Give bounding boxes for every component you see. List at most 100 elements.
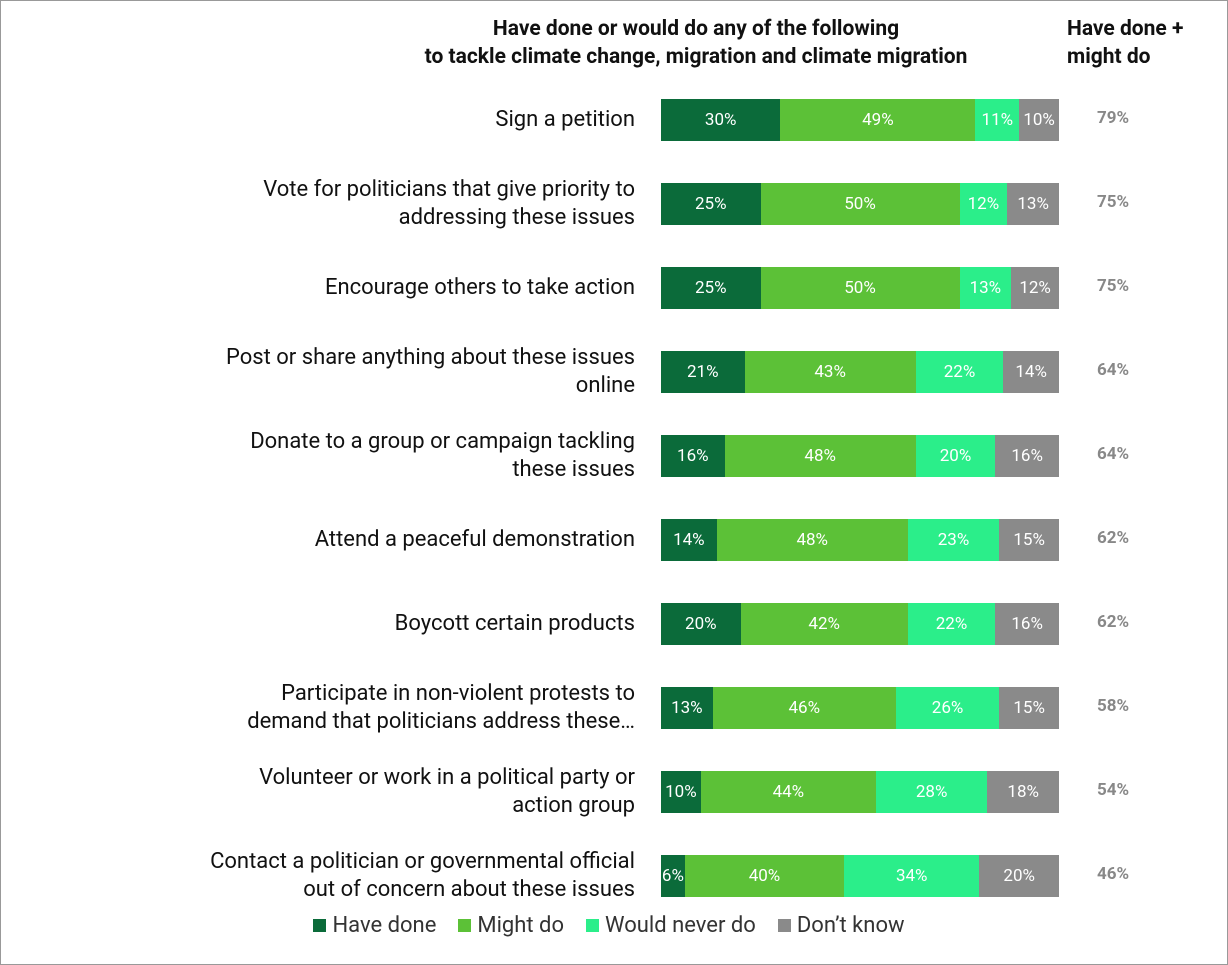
legend-swatch [313, 919, 327, 932]
value-label: 10% [1023, 110, 1055, 130]
total-label: 54% [1097, 780, 1130, 800]
value-label: 22% [935, 614, 968, 634]
category-label: Contact a politician or governmental off… [210, 849, 635, 902]
value-label: 49% [862, 110, 894, 130]
category-label: Volunteer or work in a political party o… [259, 765, 635, 818]
value-label: 40% [748, 866, 781, 886]
total-label: 75% [1097, 276, 1130, 296]
bar-segment [975, 99, 1020, 141]
bar-segment [661, 267, 761, 309]
bar-segment [661, 519, 717, 561]
bar-segment [744, 351, 916, 393]
bar-segment [661, 99, 781, 141]
value-label: 20% [1003, 866, 1035, 886]
bar-segment [724, 435, 916, 477]
category-label: Sign a petition [495, 107, 635, 132]
value-label: 30% [704, 110, 737, 130]
bar-segment [661, 435, 725, 477]
bar-segment [1007, 183, 1059, 225]
value-label: 12% [1019, 278, 1051, 298]
category-label: Attend a peaceful demonstration [314, 527, 635, 552]
bar-segment [875, 771, 988, 813]
value-label: 50% [844, 278, 876, 298]
legend-item: Would never do [586, 913, 756, 938]
bar-segment [1003, 351, 1059, 393]
bar-segment [661, 351, 745, 393]
value-label: 13% [1017, 194, 1049, 214]
legend-label: Don’t know [796, 913, 905, 938]
bar-segment [987, 771, 1059, 813]
bar-segment [999, 519, 1059, 561]
value-label: 13% [671, 698, 703, 718]
bar-segment [979, 855, 1059, 897]
value-label: 12% [967, 194, 1000, 214]
bar-segment [684, 855, 845, 897]
bar-segment [844, 855, 980, 897]
value-label: 26% [931, 698, 964, 718]
bar-segment [907, 603, 996, 645]
chart-title: Have done or would do any of the followi… [424, 17, 968, 69]
legend-label: Would never do [605, 913, 756, 938]
bar-segment [661, 687, 713, 729]
bar-segment [1019, 99, 1059, 141]
value-label: 43% [814, 362, 846, 382]
value-label: 20% [939, 446, 972, 466]
legend: Have done Might do Would never do Don’t kno… [1, 913, 1217, 938]
value-label: 16% [1011, 446, 1043, 466]
value-label: 25% [694, 194, 727, 214]
bar-segment [995, 603, 1059, 645]
value-label: 23% [937, 530, 970, 550]
bar-segment [716, 519, 908, 561]
legend-label: Might do [477, 913, 565, 938]
value-label: 28% [915, 782, 948, 802]
legend-swatch [458, 919, 472, 932]
value-label: 13% [969, 278, 1002, 298]
category-label: Participate in non-violent protests to d… [247, 681, 635, 734]
bar-segment [740, 603, 908, 645]
bar-segment [999, 687, 1059, 729]
bar-segment [661, 603, 741, 645]
legend-item: Have done [313, 913, 436, 938]
total-label: 46% [1097, 864, 1130, 884]
bar-segment [907, 519, 1000, 561]
legend-swatch [586, 919, 600, 932]
bar-segment [959, 183, 1008, 225]
value-label: 10% [665, 782, 697, 802]
total-label: 58% [1097, 696, 1130, 716]
bar-segment [895, 687, 1000, 729]
value-label: 21% [687, 362, 719, 382]
total-label: 62% [1097, 528, 1130, 548]
value-label: 14% [1015, 362, 1047, 382]
value-label: 48% [804, 446, 836, 466]
value-label: 44% [772, 782, 805, 802]
value-label: 34% [895, 866, 928, 886]
bar-segment [760, 267, 960, 309]
value-label: 20% [685, 614, 717, 634]
bar-segment [760, 183, 960, 225]
total-label: 79% [1097, 108, 1130, 128]
bar-segment [661, 855, 685, 897]
legend-label: Have done [332, 913, 437, 938]
total-label: 62% [1097, 612, 1130, 632]
value-label: 14% [673, 530, 705, 550]
total-label: 64% [1097, 360, 1130, 380]
value-label: 18% [1007, 782, 1039, 802]
bar-segment [700, 771, 876, 813]
totals-title: Have done + might do [1067, 17, 1184, 69]
total-label: 64% [1097, 444, 1130, 464]
value-label: 22% [943, 362, 976, 382]
category-label: Post or share anything about these issue… [225, 345, 635, 398]
bar-segment [780, 99, 976, 141]
category-label: Donate to a group or campaign tackling t… [250, 429, 635, 482]
legend-item: Might do [458, 913, 564, 938]
value-label: 48% [796, 530, 829, 550]
bar-segment [1011, 267, 1059, 309]
value-label: 25% [694, 278, 727, 298]
bar-segment [915, 435, 996, 477]
value-label: 15% [1013, 530, 1045, 550]
category-label: Boycott certain products [394, 611, 635, 636]
value-label: 16% [677, 446, 709, 466]
total-label: 75% [1097, 192, 1130, 212]
bar-segment [959, 267, 1012, 309]
value-label: 15% [1013, 698, 1045, 718]
